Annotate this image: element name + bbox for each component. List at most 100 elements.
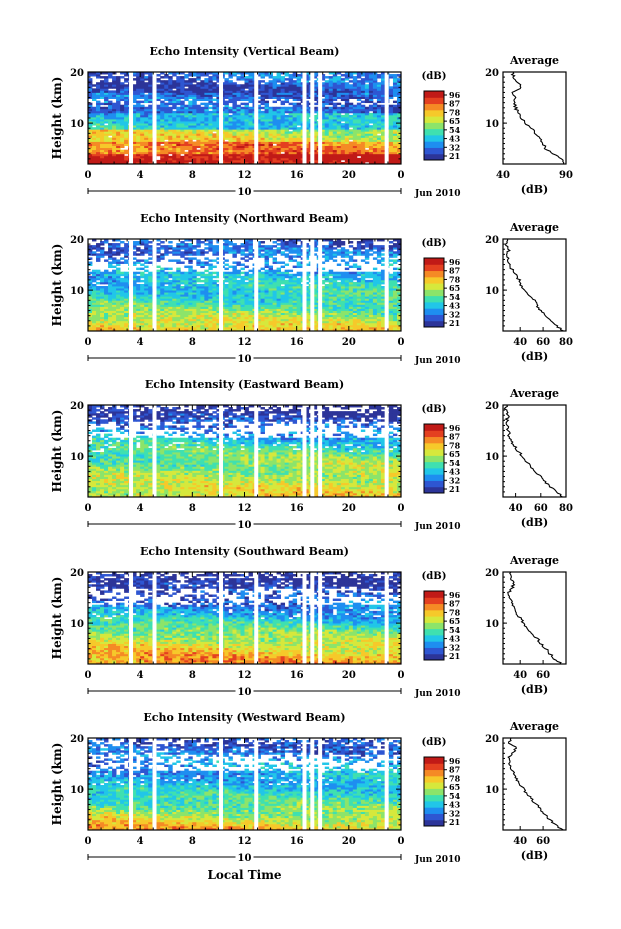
heatmap-cell [172,131,177,134]
heatmap-cell [116,123,121,126]
heatmap-cell [256,108,261,112]
heatmap-cell [284,82,290,85]
heatmap-cell [148,100,153,104]
heatmap-cell [132,100,137,104]
heatmap-cell [260,114,265,118]
heatmap-cell [168,102,173,106]
heatmap-cell [248,127,253,130]
heatmap-cell [192,133,197,136]
heatmap-cell [180,100,185,104]
heatmap-cell [124,135,129,138]
heatmap-cell [244,116,249,120]
heatmap-cell [232,129,237,132]
heatmap-cell [188,112,193,116]
heatmap-cell [168,267,173,271]
heatmap-cell [268,139,273,142]
heatmap-cell [216,119,221,122]
heatmap-cell [112,125,117,128]
heatmap-cell [116,96,121,99]
heatmap-cell [104,102,109,106]
heatmap-cell [196,283,201,287]
heatmap-cell [256,84,261,87]
heatmap-cell [264,114,269,118]
heatmap-cell [224,259,229,262]
heatmap-cell [184,257,189,260]
heatmap-cell [268,153,273,157]
heatmap-cell [212,245,217,248]
heatmap-cell [168,80,173,83]
heatmap-cell [116,116,121,120]
heatmap-cell [272,110,277,114]
heatmap-cell [208,112,213,116]
heatmap-cell [260,102,265,106]
heatmap-cell [264,147,269,151]
heatmap-cell [240,86,245,89]
heatmap-cell [96,243,101,246]
heatmap-cell [160,106,165,110]
heatmap-cell [232,159,237,163]
heatmap-cell [104,147,109,151]
heatmap-cell [116,110,121,114]
heatmap-cell [284,114,290,118]
heatmap-cell [148,153,153,157]
heatmap-cell [248,84,253,87]
heatmap-cell [120,76,125,79]
heatmap-cell [184,96,189,99]
heatmap-cell [96,72,101,75]
heatmap-cell [216,137,221,140]
heatmap-cell [272,100,277,104]
heatmap-cell [248,269,253,273]
heatmap-cell [368,104,374,108]
heatmap-cell [144,135,149,138]
heatmap-cell [276,161,282,165]
heatmap-cell [120,84,125,87]
heatmap-cell [236,90,241,93]
heatmap-cell [200,108,205,112]
heatmap-cell [88,110,93,114]
heatmap-cell [196,112,201,116]
heatmap-cell [204,135,209,138]
heatmap-cell [356,102,362,106]
heatmap-cell [192,112,197,116]
heatmap-cell [248,72,253,75]
heatmap-cell [96,86,101,89]
heatmap-cell [232,149,237,153]
heatmap-cell [92,153,97,157]
heatmap-cell [92,269,97,273]
heatmap-cell [248,147,253,151]
heatmap-cell [228,147,233,151]
heatmap-cell [236,119,241,122]
heatmap-cell [180,251,185,254]
heatmap-cell [248,143,253,146]
heatmap-cell [88,78,93,81]
heatmap-cell [176,157,181,161]
heatmap-cell [168,127,173,130]
heatmap-cell [216,106,221,110]
heatmap-cell [124,112,129,116]
heatmap-cell [212,84,217,87]
heatmap-cell [112,80,117,83]
heatmap-cell [140,249,145,252]
heatmap-cell [144,110,149,114]
heatmap-cell [184,84,189,87]
heatmap-cell [116,98,121,102]
heatmap-cell [156,88,161,91]
heatmap-cell [160,94,165,97]
heatmap-cell [272,84,277,87]
heatmap-cell [228,100,233,104]
heatmap-cell [160,86,165,89]
heatmap-cell [112,114,117,118]
heatmap-cell [164,159,169,163]
heatmap-cell [208,114,213,118]
heatmap-cell [88,125,93,128]
heatmap-cell [136,253,141,256]
heatmap-cell [236,129,241,132]
heatmap-cell [148,123,153,126]
heatmap-cell [208,121,213,124]
heatmap-cell [268,92,273,95]
heatmap-cell [160,123,165,126]
heatmap-cell [216,108,221,112]
heatmap-cell [204,153,209,157]
heatmap-cell [332,102,338,106]
heatmap-cell [256,129,261,132]
